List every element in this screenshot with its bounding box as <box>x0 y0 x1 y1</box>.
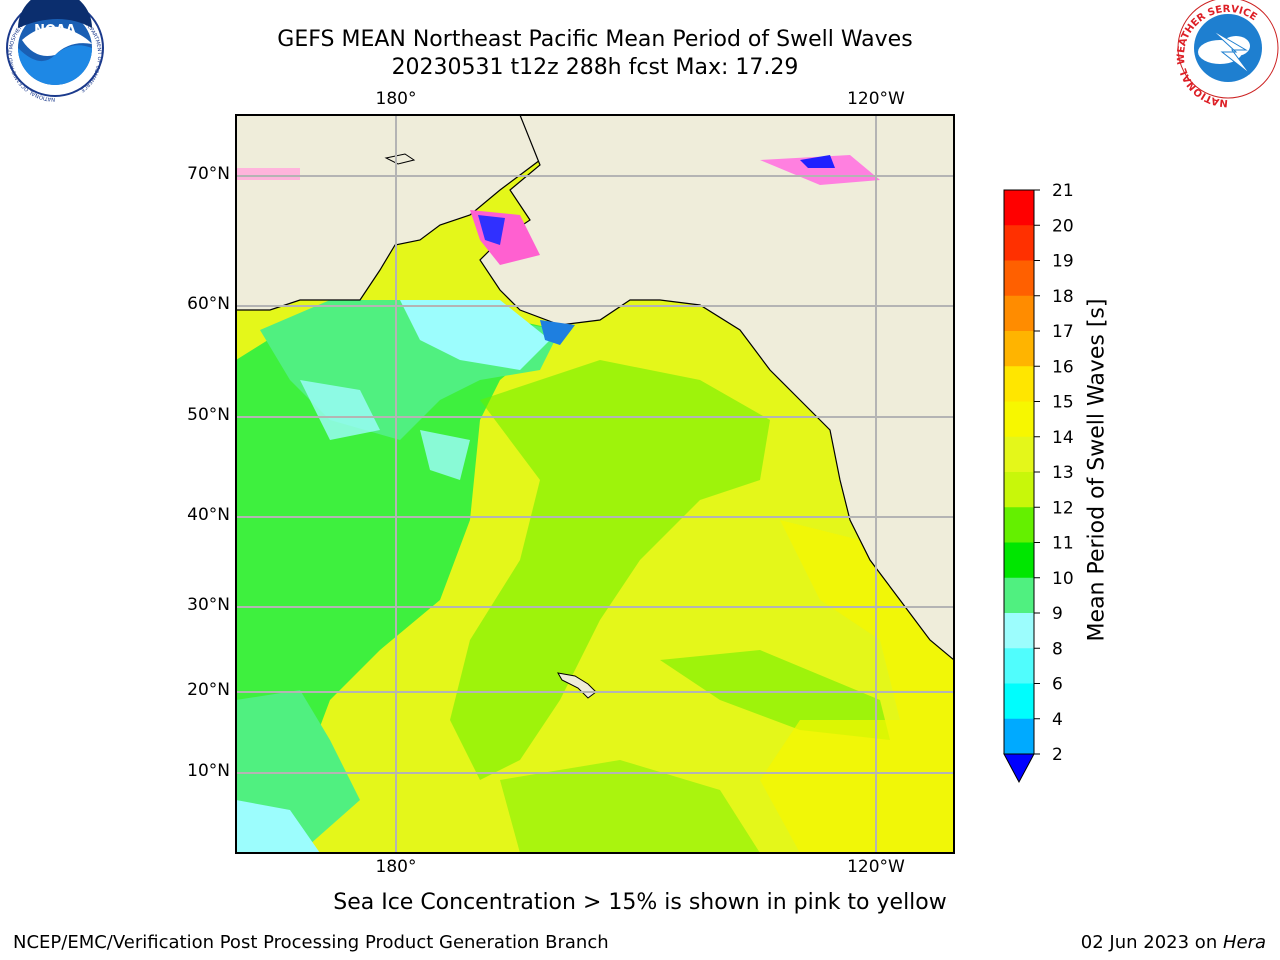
chart-subtitle: 20230531 t12z 288h fcst Max: 17.29 <box>391 55 799 80</box>
lon-label-bottom-180: 180° <box>375 857 417 877</box>
ocean-cyan-patch2 <box>420 430 470 480</box>
sea-ice-beaufort <box>760 155 880 185</box>
colorbar-cell <box>1004 683 1034 720</box>
lat-label-20n: 20°N <box>187 680 230 700</box>
colorbar-tick-label: 15 <box>1052 393 1074 413</box>
map-area <box>236 115 954 853</box>
ocean-green-west <box>236 300 560 800</box>
lat-label-40n: 40°N <box>187 505 230 525</box>
colorbar-label: Mean Period of Swell Waves [s] <box>1084 298 1110 642</box>
colorbar-cell <box>1004 648 1034 684</box>
colorbar-cell <box>1004 436 1034 473</box>
colorbar-tick-label: 9 <box>1052 604 1063 624</box>
ocean-cyan-patch <box>300 380 380 440</box>
gridlines <box>236 115 954 853</box>
colorbar-cell <box>1004 613 1034 649</box>
noaa-logo-text: NOAA <box>34 23 76 38</box>
colorbar-cell <box>1004 401 1034 438</box>
low-period-bristol <box>540 320 575 345</box>
colorbar-tick-label: 11 <box>1052 534 1074 554</box>
colorbar-cell <box>1004 190 1034 226</box>
colorbar-cell <box>1004 507 1034 543</box>
noaa-logo: NATIONAL OCEANIC AND ATMOSPHERIC ADMINIS… <box>6 0 104 102</box>
lat-label-60n: 60°N <box>187 294 230 314</box>
colorbar-cell <box>1004 542 1034 579</box>
colorbar-tick-label: 4 <box>1052 710 1063 730</box>
footer-date-text: 02 Jun 2023 on <box>1080 932 1223 953</box>
lat-label-10n: 10°N <box>187 761 230 781</box>
footer-credit: NCEP/EMC/Verification Post Processing Pr… <box>13 932 609 953</box>
footer-host: Hera <box>1222 932 1266 953</box>
colorbar-tick-label: 13 <box>1052 463 1074 483</box>
footer-date: 02 Jun 2023 on Hera <box>1081 932 1266 953</box>
colorbar-cell <box>1004 295 1034 332</box>
ocean-cyan-sw <box>236 800 320 853</box>
land-wrangel <box>384 153 416 165</box>
lat-label-30n: 30°N <box>187 595 230 615</box>
sea-ice-beaufort-core <box>800 155 835 168</box>
nws-logo: NATIONAL WEATHER SERVICE <box>1176 0 1279 108</box>
colorbar-tick-label: 17 <box>1052 322 1074 342</box>
caption: Sea Ice Concentration > 15% is shown in … <box>333 890 947 915</box>
colorbar-cell <box>1004 366 1034 402</box>
colorbar-extend-arrow <box>1003 753 1035 784</box>
lat-label-70n: 70°N <box>187 164 230 184</box>
ocean-cyan-bering <box>400 300 550 370</box>
ocean-yellow-east <box>760 520 954 853</box>
colorbar-cell <box>1004 718 1034 755</box>
colorbar-cell <box>1004 260 1034 297</box>
colorbar-tick-label: 14 <box>1052 428 1074 448</box>
chart-title: GEFS MEAN Northeast Pacific Mean Period … <box>277 27 913 52</box>
ocean-green-east <box>660 650 890 740</box>
colorbar-tick-label: 19 <box>1052 252 1074 272</box>
colorbar-cell <box>1004 472 1034 508</box>
colorbar-tick-label: 16 <box>1052 357 1074 377</box>
colorbar-cell <box>1004 577 1034 614</box>
colorbar: 21 20 19 18 17 16 15 14 13 12 11 10 9 8 6 4 2 <box>1003 181 1074 784</box>
colorbar-cell <box>1004 331 1034 367</box>
colorbar-cell <box>1004 225 1034 261</box>
lat-label-50n: 50°N <box>187 405 230 425</box>
colorbar-tick-label: 21 <box>1052 181 1074 201</box>
lon-label-top-180: 180° <box>375 89 417 109</box>
colorbar-tick-label: 12 <box>1052 498 1074 518</box>
colorbar-tick-label: 20 <box>1052 216 1074 236</box>
lon-label-bottom-120w: 120°W <box>847 857 905 877</box>
ocean-green-central <box>450 360 770 780</box>
colorbar-tick-label: 18 <box>1052 287 1074 307</box>
map-frame <box>235 114 955 854</box>
lon-label-top-120w: 120°W <box>847 89 905 109</box>
ocean-green-south <box>500 760 760 853</box>
colorbar-tick-label: 2 <box>1052 745 1063 765</box>
land-asia <box>236 115 541 311</box>
colorbar-tick-label: 10 <box>1052 569 1074 589</box>
sea-ice-chukchi-core <box>478 215 505 245</box>
colorbar-tick-label: 8 <box>1052 639 1063 659</box>
colorbar-tick-label: 6 <box>1052 675 1063 695</box>
sea-ice-west <box>236 168 300 180</box>
